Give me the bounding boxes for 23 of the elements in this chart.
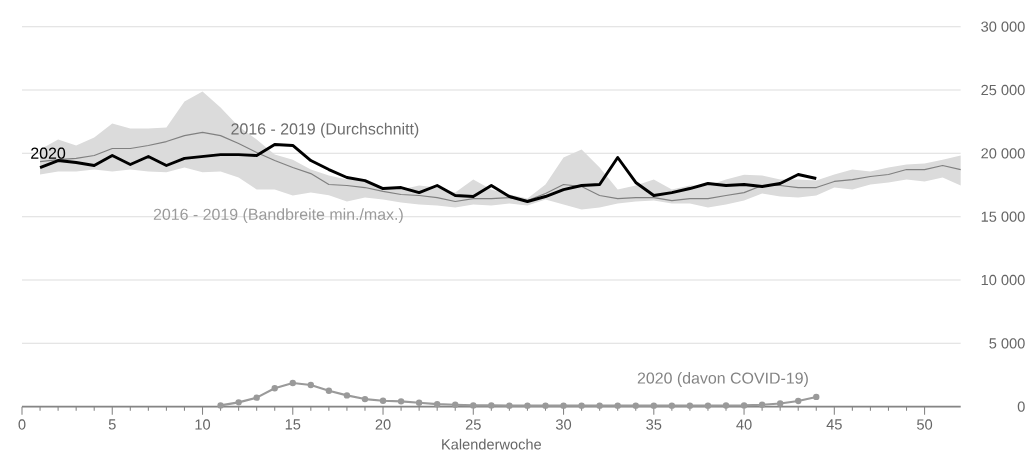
x-tick-label: 20 <box>375 419 391 430</box>
y-tick-label: 10 000 <box>981 274 1025 286</box>
x-tick-label: 45 <box>826 419 842 430</box>
x-tick-label: 25 <box>465 419 481 430</box>
series-label: 2020 <box>31 147 66 159</box>
series-label: 2016 - 2019 (Durchschnitt) <box>231 122 419 138</box>
y-tick-label: 25 000 <box>981 84 1025 96</box>
y-tick-label: 30 000 <box>981 21 1025 32</box>
y-tick-label: 20 000 <box>981 148 1025 159</box>
x-tick-label: 30 <box>555 419 572 430</box>
annotation: 2016 - 2019 (Bandbreite min./max.) <box>153 208 403 224</box>
x-tick-label: 0 <box>18 419 26 430</box>
y-tick-label: 5 000 <box>989 338 1025 349</box>
x-tick-label: 35 <box>646 419 662 430</box>
x-tick-label: 5 <box>108 419 116 430</box>
x-tick-label: 15 <box>285 419 301 430</box>
x-axis-title: Kalenderwoche <box>442 438 542 450</box>
y-tick-label: 0 <box>1017 401 1025 412</box>
x-tick-label: 40 <box>736 419 752 430</box>
y-tick-label: 15 000 <box>981 211 1025 222</box>
x-tick-label: 10 <box>195 419 211 430</box>
x-tick-label: 50 <box>917 419 933 430</box>
series-label: 2020 (davon COVID-19) <box>637 372 808 387</box>
